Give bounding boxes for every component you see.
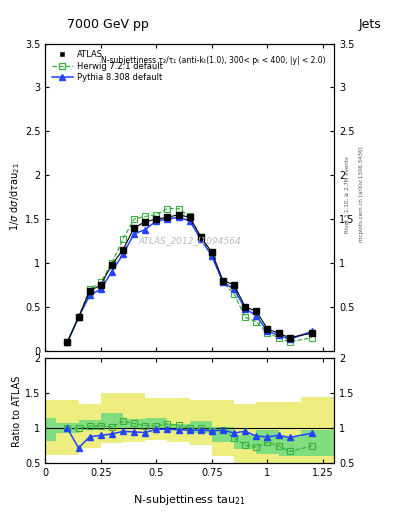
Text: N-subjettiness τ₂/τ₁ (anti-kₜ(1.0), 300< pₜ < 400, |y| < 2.0): N-subjettiness τ₂/τ₁ (anti-kₜ(1.0), 300<… [101, 56, 325, 65]
Text: N-subjettiness tau$_{21}$: N-subjettiness tau$_{21}$ [133, 493, 246, 507]
Text: ATLAS_2012_I1094564: ATLAS_2012_I1094564 [138, 236, 241, 245]
Text: 7000 GeV pp: 7000 GeV pp [67, 18, 149, 31]
Text: mcplots.cern.ch [arXiv:1306.3436]: mcplots.cern.ch [arXiv:1306.3436] [359, 147, 364, 242]
Text: Jets: Jets [358, 18, 381, 31]
Text: Rivet 3.1.10, ≥ 2.7M events: Rivet 3.1.10, ≥ 2.7M events [345, 156, 349, 233]
Legend: ATLAS, Herwig 7.2.1 default, Pythia 8.308 default: ATLAS, Herwig 7.2.1 default, Pythia 8.30… [50, 48, 165, 84]
Y-axis label: Ratio to ATLAS: Ratio to ATLAS [12, 375, 22, 446]
Y-axis label: 1/$\sigma$ d$\sigma$/d$\tau$au$_{21}$: 1/$\sigma$ d$\sigma$/d$\tau$au$_{21}$ [8, 163, 22, 231]
